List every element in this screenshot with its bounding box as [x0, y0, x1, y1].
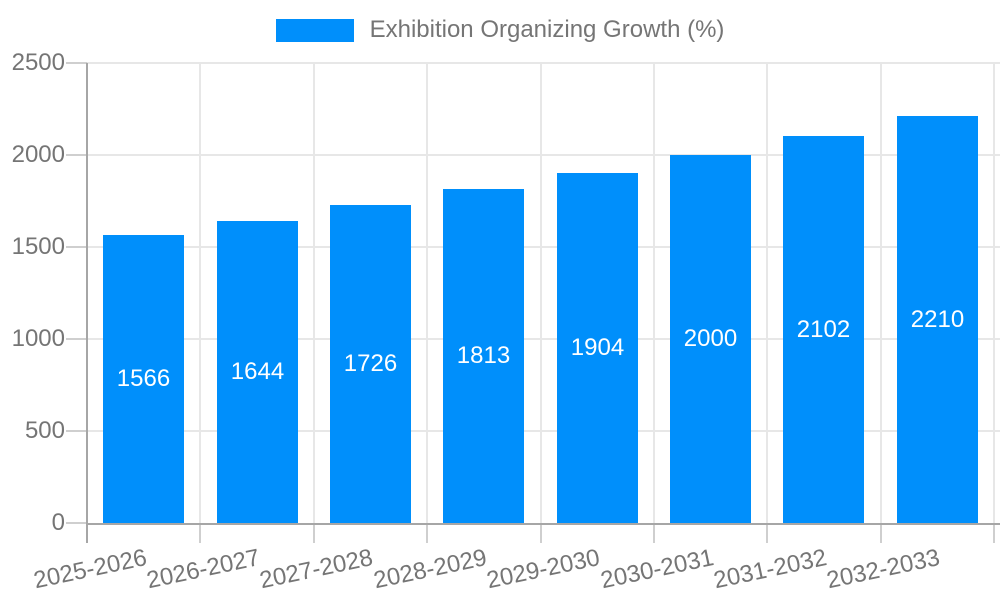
x-axis-line [86, 523, 1000, 525]
gridline-horizontal [87, 154, 1000, 156]
y-axis-tick [66, 62, 87, 64]
legend-label: Exhibition Organizing Growth (%) [369, 16, 725, 43]
bar-value-label: 2210 [910, 306, 965, 333]
bar[interactable] [217, 221, 298, 523]
bar[interactable] [443, 189, 524, 523]
x-axis-tick [880, 525, 882, 543]
bar-value-label: 2000 [683, 325, 738, 352]
gridline-horizontal [87, 338, 1000, 340]
y-axis-label: 2000 [11, 141, 65, 168]
x-axis-tick [426, 525, 428, 543]
bar-value-label: 2102 [796, 316, 851, 343]
bar[interactable] [670, 155, 751, 523]
x-axis-label: 2030-2031 [598, 544, 717, 595]
legend[interactable]: Exhibition Organizing Growth (%) [0, 14, 1000, 46]
bar[interactable] [330, 205, 411, 523]
bar-value-label: 1644 [230, 358, 285, 385]
gridline-horizontal [87, 62, 1000, 64]
x-axis-label: 2031-2032 [711, 544, 830, 595]
x-axis-label: 2032-2033 [824, 544, 943, 595]
x-axis-tick [766, 525, 768, 543]
y-axis-tick [66, 522, 87, 524]
legend-swatch-icon [275, 18, 354, 42]
y-axis-label: 0 [51, 509, 65, 536]
gridline-vertical [540, 63, 542, 523]
y-axis-label: 1500 [11, 233, 65, 260]
y-axis-tick [66, 154, 87, 156]
x-axis-label: 2026-2027 [144, 544, 263, 595]
x-axis-tick [540, 525, 542, 543]
y-axis-label: 2500 [11, 49, 65, 76]
y-axis-tick [66, 338, 87, 340]
y-axis-label: 500 [24, 417, 65, 444]
gridline-vertical [993, 63, 995, 523]
gridline-vertical [766, 63, 768, 523]
x-axis-label: 2029-2030 [484, 544, 603, 595]
gridline-vertical [313, 63, 315, 523]
bar-value-label: 1566 [116, 365, 171, 392]
gridline-vertical [880, 63, 882, 523]
x-axis-tick [313, 525, 315, 543]
gridline-horizontal [87, 430, 1000, 432]
bar[interactable] [103, 235, 184, 523]
bar[interactable] [897, 116, 978, 523]
bar-value-label: 1726 [343, 350, 398, 377]
bar-value-label: 1813 [456, 342, 511, 369]
bar[interactable] [783, 136, 864, 523]
y-axis-line [86, 63, 88, 543]
x-axis-label: 2027-2028 [257, 544, 376, 595]
bar-value-label: 1904 [570, 334, 625, 361]
gridline-vertical [653, 63, 655, 523]
x-axis-label: 2025-2026 [31, 544, 150, 595]
x-axis-label: 2028-2029 [371, 544, 490, 595]
gridline-vertical [426, 63, 428, 523]
y-axis-tick [66, 246, 87, 248]
y-axis-tick [66, 430, 87, 432]
gridline-horizontal [87, 246, 1000, 248]
y-axis-label: 1000 [11, 325, 65, 352]
gridline-vertical [199, 63, 201, 523]
x-axis-tick [653, 525, 655, 543]
x-axis-tick [199, 525, 201, 543]
x-axis-tick [993, 525, 995, 543]
bar[interactable] [557, 173, 638, 523]
